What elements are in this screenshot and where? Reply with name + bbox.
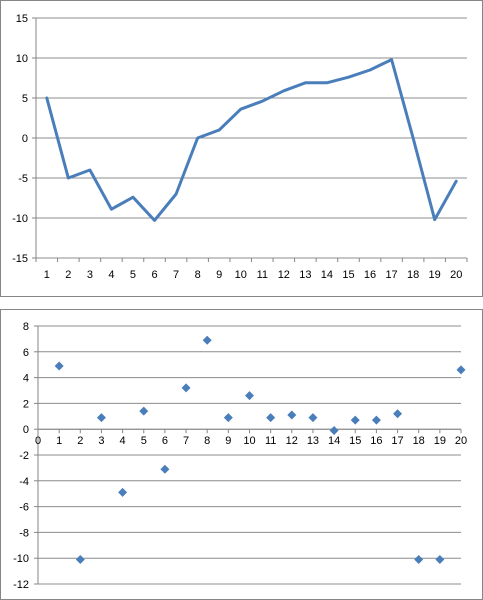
y-tick-label: -12 (13, 579, 29, 591)
data-point (160, 464, 170, 474)
x-tick-label: 17 (391, 435, 403, 447)
x-tick-label: 9 (216, 269, 222, 281)
x-tick-label: 16 (370, 435, 382, 447)
y-tick-label: -2 (19, 450, 29, 462)
y-tick-label: -10 (13, 553, 29, 565)
x-tick-label: 10 (243, 435, 255, 447)
data-point (456, 365, 466, 375)
x-tick-label: 6 (151, 269, 157, 281)
x-tick-label: 20 (450, 269, 462, 281)
x-tick-label: 4 (120, 435, 126, 447)
data-point (435, 554, 445, 564)
x-tick-label: 6 (162, 435, 168, 447)
x-tick-label: 18 (407, 269, 419, 281)
y-tick-label: -6 (19, 502, 29, 514)
x-tick-label: 3 (98, 435, 104, 447)
y-tick-label: 4 (23, 373, 29, 385)
y-tick-label: -8 (19, 527, 29, 539)
x-tick-label: 14 (321, 269, 333, 281)
x-tick-label: 4 (108, 269, 114, 281)
data-point (118, 487, 128, 497)
x-tick-label: 1 (56, 435, 62, 447)
line-chart-panel: 15 10 5 0 -5 -10 -15 1 2 3 4 5 6 7 8 9 10 11 12 13 14 15 16 17 1… (0, 0, 483, 297)
data-point (181, 383, 191, 393)
y-tick-label: 15 (16, 13, 28, 25)
y-tick-label: 0 (23, 424, 29, 436)
y-tick-label: 6 (23, 347, 29, 359)
x-tick-label: 18 (413, 435, 425, 447)
data-point (371, 415, 381, 425)
data-point (414, 554, 424, 564)
y-tick-label: 5 (22, 93, 28, 105)
x-tick-label: 3 (87, 269, 93, 281)
x-tick-label: 14 (328, 435, 340, 447)
data-point (287, 410, 297, 420)
x-tick-label: 5 (130, 269, 136, 281)
y-tick-label: -15 (12, 253, 28, 265)
x-tick-label: 10 (235, 269, 247, 281)
data-point (75, 554, 85, 564)
data-point (202, 335, 212, 345)
y-tick-label: 2 (23, 398, 29, 410)
y-tick-label: 10 (16, 53, 28, 65)
x-tick-label: 1 (44, 269, 50, 281)
data-point (308, 413, 318, 423)
x-tick-label: 19 (434, 435, 446, 447)
y-tick-label: -4 (19, 476, 29, 488)
x-tick-label: 9 (225, 435, 231, 447)
x-tick-label: 7 (183, 435, 189, 447)
x-tick-label: 13 (299, 269, 311, 281)
chart-frame (0, 0, 483, 297)
x-tick-label: 11 (257, 269, 268, 281)
x-tick-label: 13 (307, 435, 319, 447)
y-tick-label: 0 (22, 133, 28, 145)
data-point (96, 413, 106, 423)
x-tick-label: 15 (342, 269, 354, 281)
y-tick-label: -5 (18, 173, 28, 185)
y-tick-label: -10 (12, 213, 28, 225)
x-tick-label: 7 (173, 269, 179, 281)
x-tick-label: 0 (35, 435, 41, 447)
series-line (45, 58, 458, 222)
x-tick-label: 11 (265, 435, 276, 447)
data-point (139, 406, 149, 416)
data-point (223, 413, 233, 423)
data-point (54, 361, 64, 371)
x-tick-label: 8 (204, 435, 210, 447)
x-tick-label: 12 (278, 269, 290, 281)
data-point (329, 425, 339, 435)
x-tick-label: 20 (455, 435, 467, 447)
x-tick-label: 17 (385, 269, 397, 281)
y-tick-label: 8 (23, 321, 29, 333)
data-point (350, 415, 360, 425)
x-tick-label: 12 (286, 435, 298, 447)
x-tick-label: 8 (195, 269, 201, 281)
x-tick-label: 5 (141, 435, 147, 447)
data-point (266, 413, 276, 423)
x-tick-label: 2 (65, 269, 71, 281)
scatter-chart-panel: 8 6 4 2 0 -2 -4 -6 -8 -10 -12 0 1 2 3 4 5 6 7 8 9 10 11 12 13 14 1… (0, 309, 483, 600)
x-tick-label: 15 (349, 435, 361, 447)
x-tick-label: 2 (77, 435, 83, 447)
x-tick-label: 19 (429, 269, 441, 281)
data-point (393, 409, 403, 419)
data-point (245, 391, 254, 401)
x-tick-label: 16 (364, 269, 376, 281)
